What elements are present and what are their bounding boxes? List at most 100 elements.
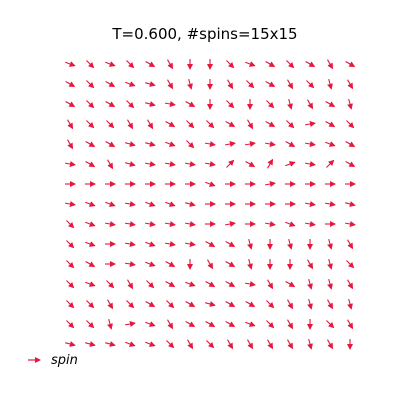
spin-arrow xyxy=(227,79,234,90)
spin-arrow xyxy=(307,299,313,310)
spin-arrow xyxy=(66,220,75,229)
spin-arrow xyxy=(126,100,135,109)
spin-arrow xyxy=(186,120,195,129)
spin-arrow xyxy=(325,141,336,147)
spin-arrow xyxy=(65,81,76,88)
spin-arrow xyxy=(127,279,134,290)
spin-arrow xyxy=(205,241,216,248)
spin-arrow xyxy=(265,61,276,68)
spin-arrow xyxy=(107,299,114,310)
spin-arrow xyxy=(167,59,174,70)
spin-arrow xyxy=(106,120,115,129)
spin-arrow xyxy=(307,99,314,110)
spin-arrow xyxy=(347,239,354,250)
spin-arrow xyxy=(286,120,295,129)
spin-arrow xyxy=(225,121,236,128)
spin-arrow xyxy=(306,80,315,89)
spin-arrow xyxy=(124,321,136,327)
spin-arrow xyxy=(105,61,116,67)
spin-arrow xyxy=(66,280,75,289)
spin-arrow xyxy=(345,141,356,148)
spin-arrow xyxy=(327,339,334,350)
spin-arrow xyxy=(326,320,335,329)
spin-arrow xyxy=(85,141,96,148)
spin-arrow xyxy=(224,141,236,147)
spin-arrow xyxy=(185,281,196,287)
spin-arrow xyxy=(145,301,156,308)
spin-arrow xyxy=(304,121,316,127)
spin-arrow xyxy=(266,100,275,109)
spin-arrow xyxy=(226,159,235,168)
spin-arrow xyxy=(304,161,316,167)
spin-arrow xyxy=(65,101,76,108)
spin-arrow xyxy=(147,119,154,130)
spin-arrow xyxy=(65,341,76,347)
spin-arrow xyxy=(285,221,296,227)
spin-arrow xyxy=(145,61,156,68)
spin-arrow xyxy=(165,261,176,268)
spin-arrow xyxy=(185,301,196,308)
spin-arrow xyxy=(86,60,95,69)
spin-arrow xyxy=(346,260,355,269)
spin-arrow xyxy=(186,140,195,149)
spin-arrow xyxy=(246,80,255,89)
spin-arrow xyxy=(205,321,216,328)
spin-arrow xyxy=(204,161,216,167)
spin-arrow xyxy=(265,81,276,88)
spin-arrow xyxy=(65,61,76,67)
spin-arrow xyxy=(164,101,176,107)
spin-arrow xyxy=(225,281,236,288)
spin-arrow xyxy=(266,320,275,329)
spin-arrow xyxy=(324,201,336,207)
spin-arrow xyxy=(104,221,116,227)
spin-arrow xyxy=(226,60,235,69)
spin-arrow xyxy=(185,101,196,108)
spin-arrow xyxy=(205,181,216,187)
spin-arrow xyxy=(347,279,354,290)
spin-arrow xyxy=(85,161,96,168)
spin-arrow xyxy=(345,61,356,68)
spin-arrow xyxy=(347,79,354,90)
spin-arrow xyxy=(245,61,256,67)
spin-arrow xyxy=(105,201,116,207)
spin-arrow xyxy=(266,300,275,309)
spin-arrow xyxy=(165,121,176,128)
spin-arrow xyxy=(264,141,276,147)
spin-arrow xyxy=(145,261,156,267)
spin-arrow xyxy=(287,299,294,310)
spin-arrow xyxy=(144,161,156,167)
spin-arrow xyxy=(125,161,136,167)
spin-arrow xyxy=(184,221,196,227)
spin-arrow xyxy=(345,161,356,168)
spin-arrow xyxy=(327,299,334,310)
spin-arrow xyxy=(327,279,333,290)
spin-arrow xyxy=(247,239,253,250)
spin-arrow xyxy=(85,341,96,347)
spin-arrow xyxy=(206,340,215,349)
spin-arrow xyxy=(347,319,354,330)
spin-arrow xyxy=(327,259,333,270)
spin-arrow xyxy=(107,319,113,330)
spin-arrow xyxy=(264,221,276,227)
spin-arrow xyxy=(307,339,313,350)
spin-arrow xyxy=(64,161,76,167)
spin-arrow xyxy=(125,141,136,147)
spin-arrow xyxy=(105,141,116,148)
spin-arrow xyxy=(185,201,196,207)
spin-arrow xyxy=(145,201,156,207)
spin-arrow xyxy=(85,241,96,247)
spin-arrow xyxy=(164,241,176,247)
spin-arrow xyxy=(244,141,256,147)
spin-arrow xyxy=(165,281,176,288)
spin-arrow xyxy=(127,119,134,130)
spin-arrow xyxy=(166,300,175,309)
spin-arrow xyxy=(86,120,95,129)
spin-arrow xyxy=(66,240,75,249)
spin-arrow xyxy=(145,81,156,87)
spin-arrow xyxy=(86,320,95,329)
spin-arrow xyxy=(287,239,293,250)
spin-arrow xyxy=(247,119,254,130)
spin-arrow xyxy=(67,139,74,150)
spin-arrow xyxy=(247,339,254,350)
spin-arrow xyxy=(304,201,316,207)
